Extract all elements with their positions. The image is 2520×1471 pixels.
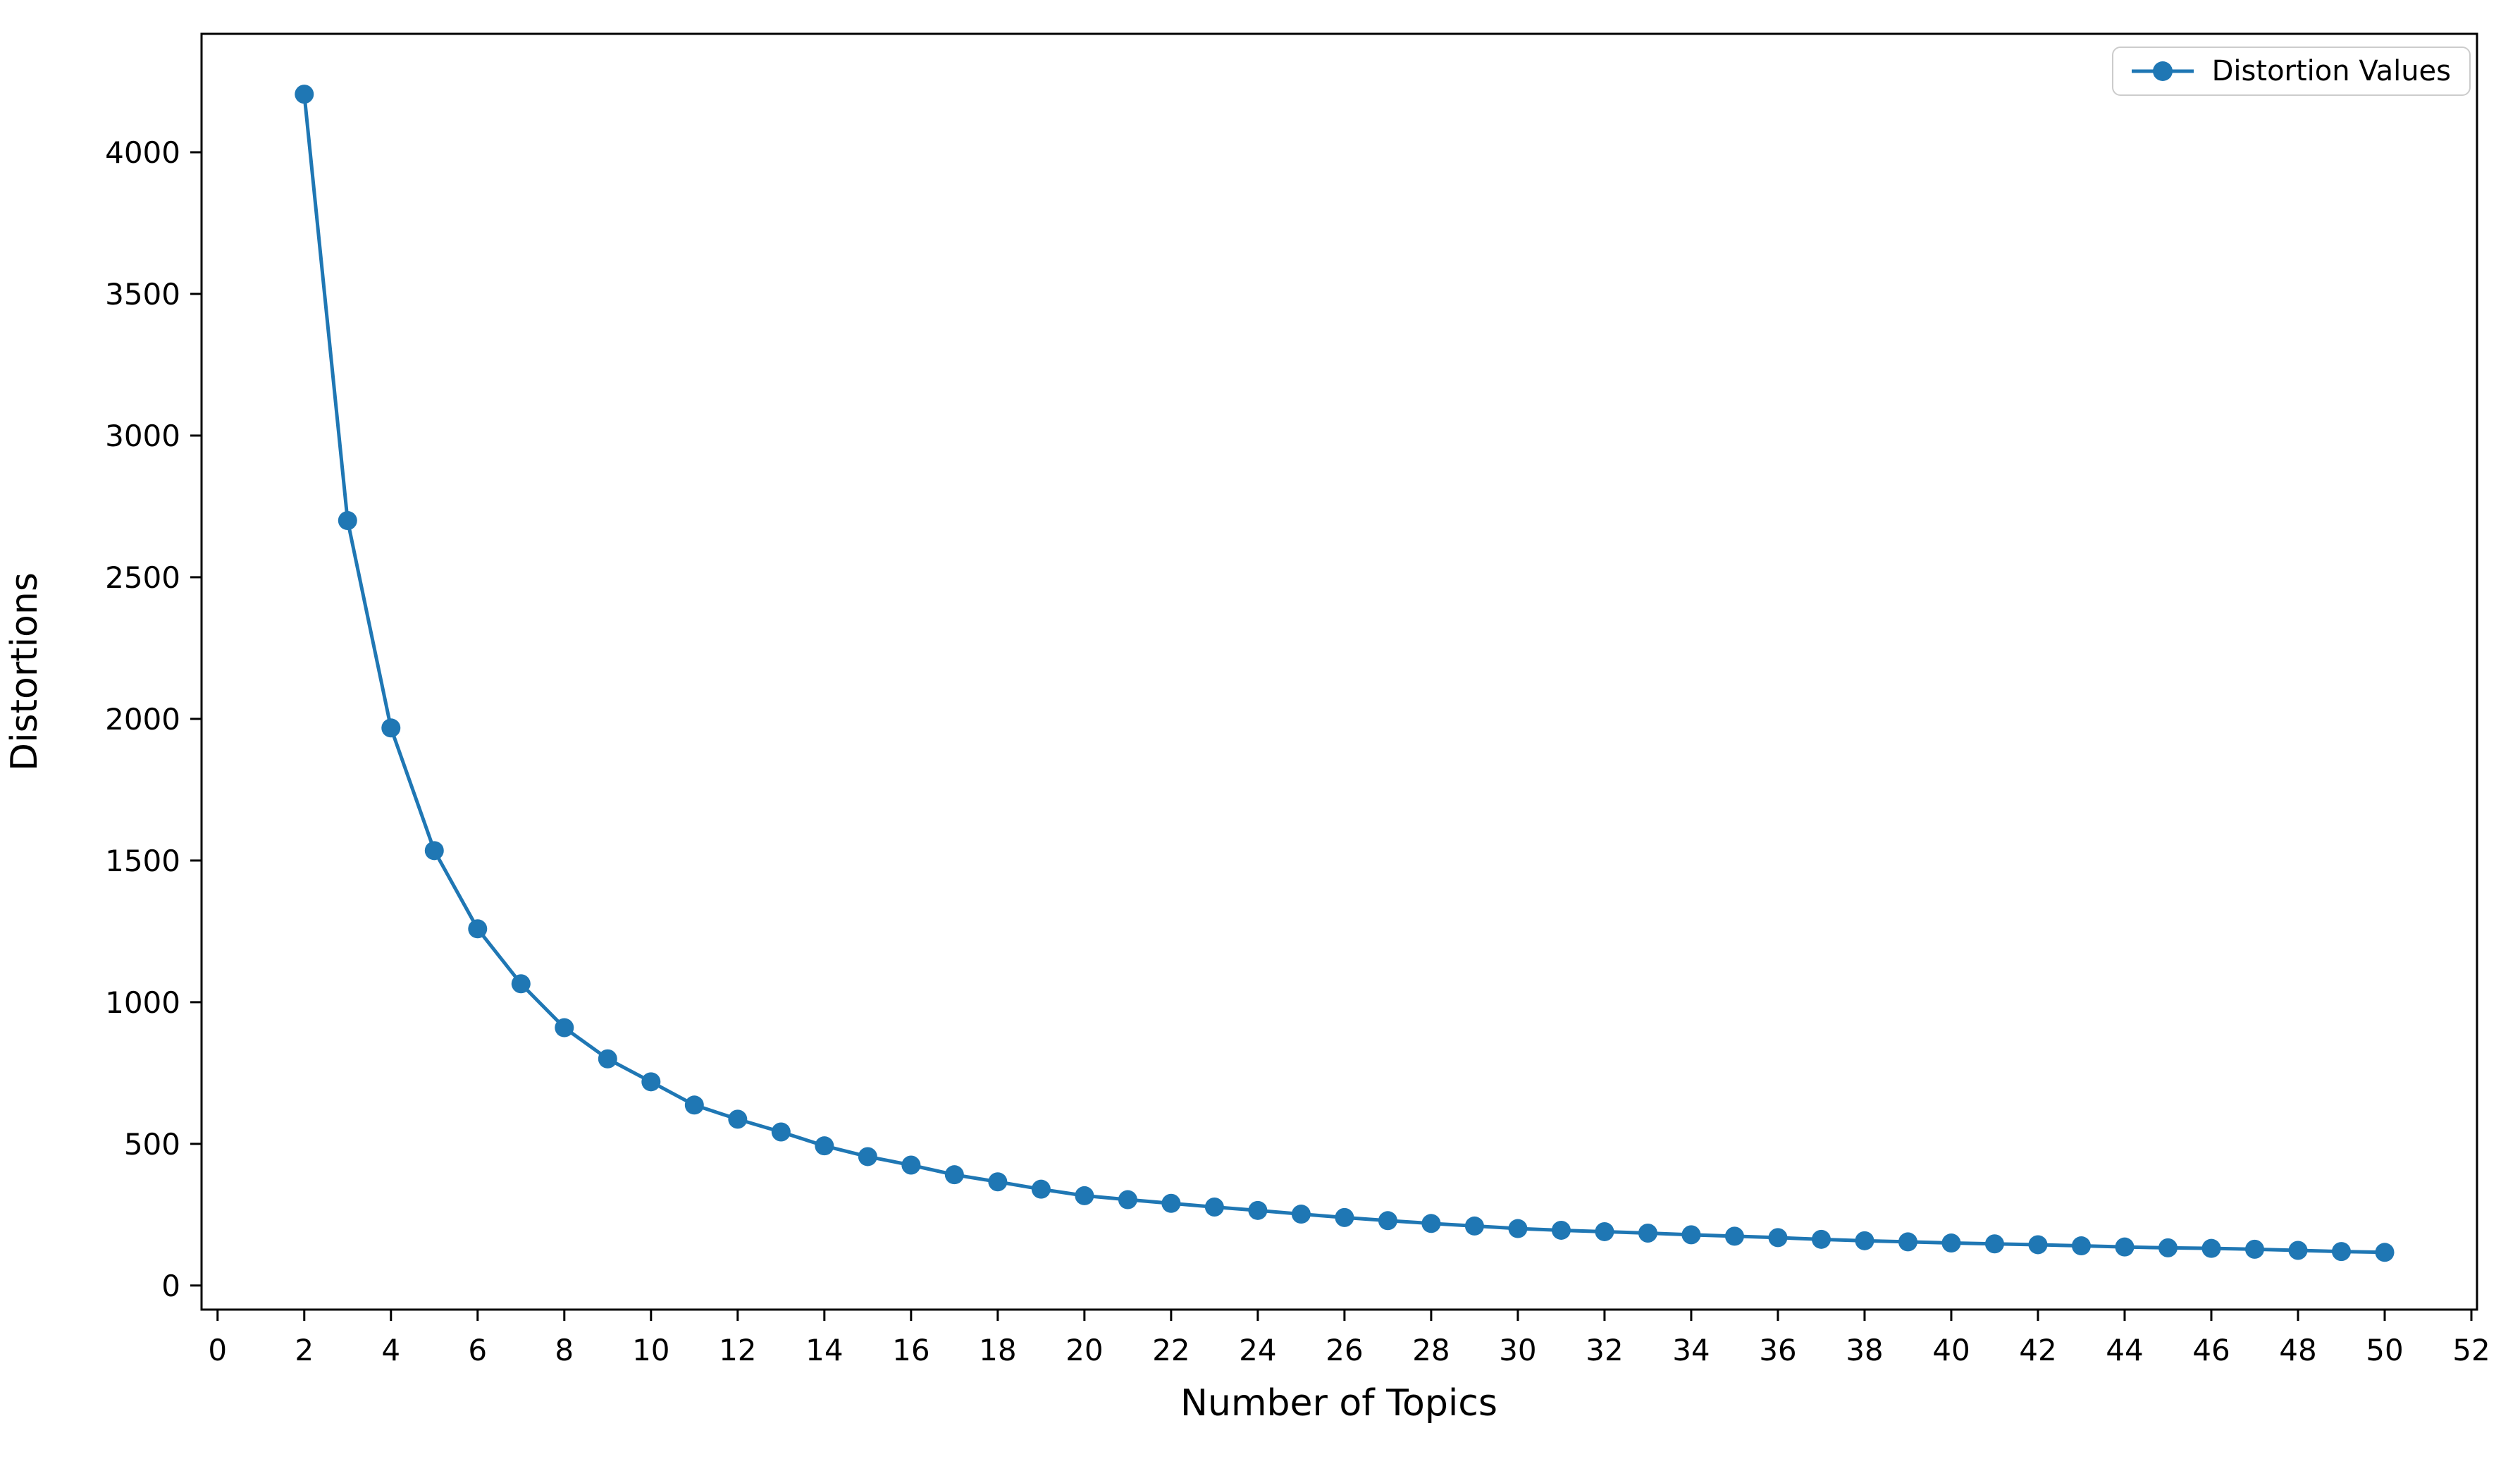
- data-point: [2244, 1239, 2264, 1259]
- data-point: [511, 974, 531, 994]
- x-tick-label: 10: [632, 1333, 669, 1367]
- x-tick-label: 44: [2106, 1333, 2143, 1367]
- data-point: [1421, 1214, 1441, 1233]
- x-tick-label: 28: [1412, 1333, 1450, 1367]
- data-point: [1378, 1211, 1397, 1231]
- y-tick-label: 2000: [105, 702, 180, 737]
- y-tick-label: 4000: [105, 135, 180, 170]
- x-tick-label: 0: [208, 1333, 227, 1367]
- x-tick-label: 40: [1932, 1333, 1970, 1367]
- data-point: [988, 1172, 1008, 1192]
- data-point: [1161, 1193, 1181, 1213]
- data-point: [1984, 1234, 2004, 1254]
- legend-label: Distortion Values: [2211, 55, 2451, 87]
- x-tick-label: 16: [892, 1333, 929, 1367]
- legend-line-marker-icon: [2131, 61, 2194, 81]
- data-point: [1464, 1216, 1484, 1236]
- data-point: [1595, 1221, 1614, 1241]
- data-point: [1724, 1226, 1744, 1246]
- data-point: [2071, 1236, 2091, 1256]
- data-point: [1551, 1220, 1571, 1240]
- x-axis-title: Number of Topics: [1180, 1382, 1497, 1424]
- plot-spines: [200, 32, 2478, 1311]
- plot-axes: 0 2 4 6 8 10 12 14 16 18 20 22 24 26 28 30 32 34 36 38 40 42 4…: [105, 32, 2490, 1367]
- x-tick-label: 4: [381, 1333, 400, 1367]
- x-tick-label: 24: [1239, 1333, 1276, 1367]
- data-point: [2028, 1235, 2048, 1255]
- x-tick-label: 48: [2279, 1333, 2316, 1367]
- x-tick-label: 22: [1152, 1333, 1190, 1367]
- x-tick-label: 8: [555, 1333, 574, 1367]
- x-tick-label: 46: [2192, 1333, 2230, 1367]
- data-point: [1118, 1190, 1137, 1210]
- data-point: [1898, 1232, 1917, 1252]
- x-tick-label: 52: [2452, 1333, 2490, 1367]
- x-tick-label: 30: [1499, 1333, 1536, 1367]
- data-point: [858, 1147, 877, 1167]
- x-tick-label: 18: [979, 1333, 1016, 1367]
- data-point: [1335, 1207, 1354, 1227]
- data-point: [728, 1109, 748, 1129]
- data-point: [338, 511, 357, 531]
- data-point: [2331, 1242, 2351, 1262]
- data-point: [684, 1095, 704, 1115]
- data-point: [815, 1136, 834, 1156]
- data-point: [901, 1155, 921, 1175]
- data-point: [2288, 1241, 2308, 1260]
- data-point: [381, 718, 401, 738]
- y-tick-label: 3000: [105, 419, 180, 453]
- data-point: [2158, 1238, 2178, 1257]
- data-point: [1204, 1197, 1224, 1217]
- x-tick-label: 42: [2019, 1333, 2056, 1367]
- data-point: [771, 1122, 791, 1142]
- y-tick-label: 0: [161, 1269, 180, 1303]
- y-tick-label: 500: [124, 1127, 180, 1162]
- data-point: [598, 1049, 617, 1069]
- data-point: [295, 85, 314, 104]
- distortion-line: [302, 92, 2387, 1255]
- x-tick-label: 26: [1326, 1333, 1363, 1367]
- data-point: [1291, 1205, 1311, 1224]
- data-point: [1768, 1228, 1788, 1248]
- y-tick-label: 2500: [105, 560, 180, 595]
- x-tick-label: 38: [1846, 1333, 1883, 1367]
- data-point: [1941, 1233, 1961, 1253]
- distortion-line-series: [295, 85, 2395, 1262]
- data-point: [2375, 1243, 2395, 1262]
- legend: Distortion Values: [2111, 47, 2471, 96]
- x-tick-label: 12: [719, 1333, 756, 1367]
- data-point: [2115, 1237, 2135, 1257]
- data-point: [1638, 1223, 1657, 1243]
- data-point: [1681, 1225, 1701, 1245]
- data-point: [1855, 1231, 1874, 1250]
- data-point: [1508, 1219, 1528, 1238]
- data-point: [2201, 1238, 2221, 1258]
- x-tick-label: 36: [1759, 1333, 1796, 1367]
- x-tick-label: 32: [1586, 1333, 1623, 1367]
- data-point: [555, 1018, 574, 1038]
- data-point: [641, 1072, 661, 1092]
- data-point: [1811, 1229, 1831, 1249]
- y-axis-title: Distortions: [4, 572, 46, 771]
- y-tick-label: 3500: [105, 277, 180, 312]
- x-tick-label: 6: [468, 1333, 487, 1367]
- x-tick-label: 14: [805, 1333, 843, 1367]
- x-tick-label: 50: [2366, 1333, 2403, 1367]
- x-tick-label: 20: [1066, 1333, 1103, 1367]
- x-tick-label: 34: [1672, 1333, 1710, 1367]
- data-point: [1031, 1179, 1051, 1199]
- data-point: [944, 1165, 964, 1185]
- data-point: [1075, 1186, 1094, 1205]
- data-point: [1248, 1200, 1268, 1220]
- x-tick-label: 2: [295, 1333, 314, 1367]
- y-tick-label: 1000: [105, 985, 180, 1020]
- data-point: [424, 841, 444, 861]
- y-tick-label: 1500: [105, 844, 180, 878]
- data-point: [468, 919, 488, 939]
